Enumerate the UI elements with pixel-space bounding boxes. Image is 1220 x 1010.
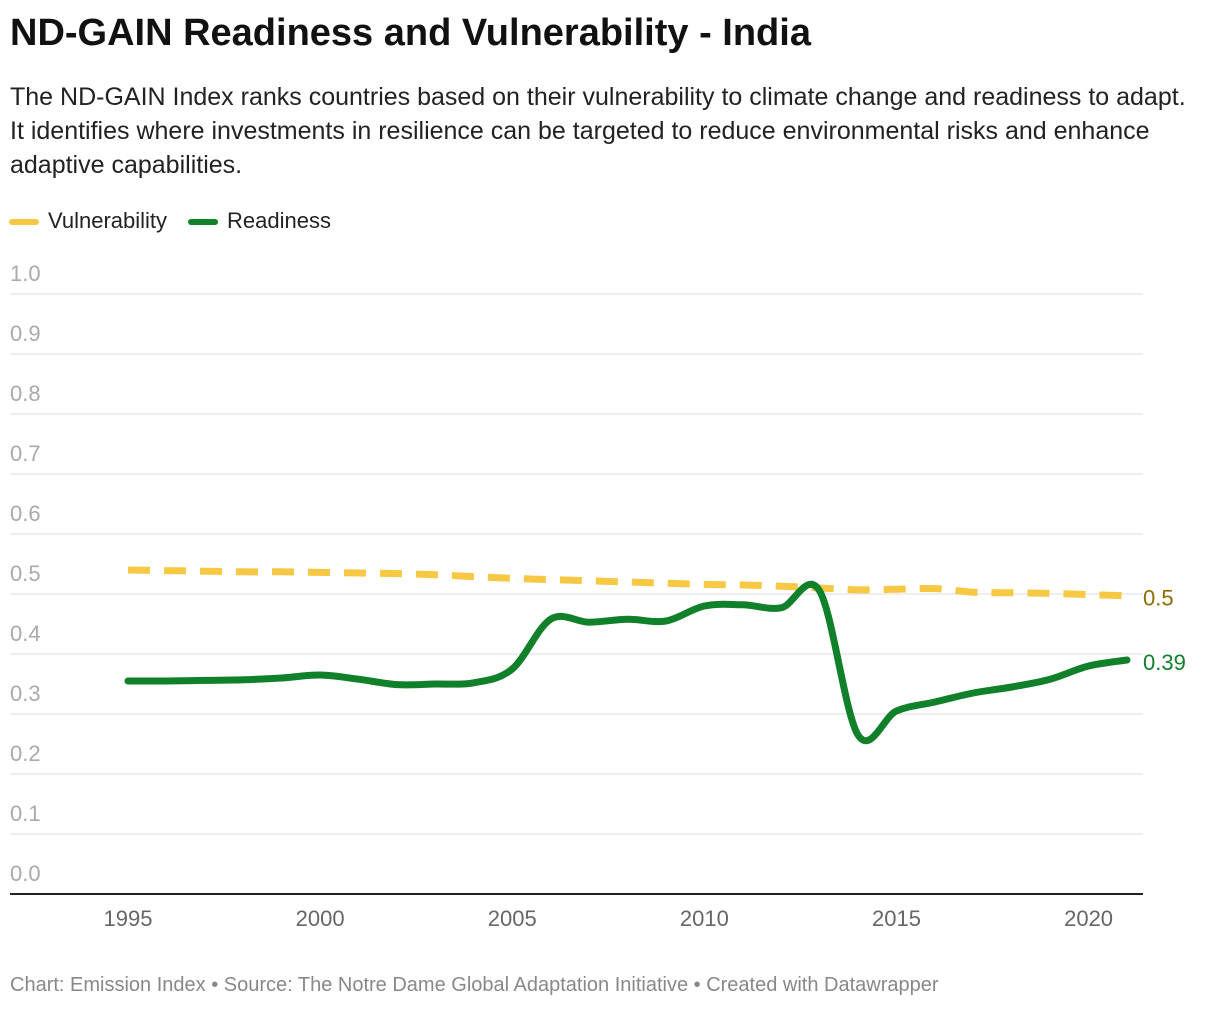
legend-label: Readiness — [227, 208, 331, 233]
y-tick-label: 0.4 — [10, 621, 41, 646]
x-tick-label: 2020 — [1064, 906, 1113, 931]
x-tick-label: 2015 — [872, 906, 921, 931]
chart-title: ND-GAIN Readiness and Vulnerability - In… — [10, 12, 811, 54]
y-tick-label: 0.0 — [10, 861, 41, 886]
series-line — [127, 566, 1128, 600]
y-tick-label: 1.0 — [10, 261, 41, 286]
x-tick-label: 2005 — [488, 906, 537, 931]
chart: 0.0 0.1 0.2 0.3 0.4 0.5 0.6 0.7 0.8 0.9 1.0 1995 200… — [9, 208, 1186, 931]
y-tick-label: 0.6 — [10, 501, 41, 526]
y-tick-label: 0.5 — [10, 561, 41, 586]
y-tick-label: 0.2 — [10, 741, 41, 766]
y-tick-label: 0.9 — [10, 321, 41, 346]
y-tick-label: 0.8 — [10, 381, 41, 406]
y-tick-label: 0.7 — [10, 441, 41, 466]
y-tick-label: 0.3 — [10, 681, 41, 706]
value-label: 0.39 — [1143, 650, 1186, 675]
chart-subtitle: The ND-GAIN Index ranks countries based … — [10, 83, 1186, 179]
legend-label: Vulnerability — [48, 208, 167, 233]
value-label: 0.5 — [1143, 586, 1174, 611]
x-tick-label: 2010 — [680, 906, 729, 931]
chart-footer: Chart: Emission Index • Source: The Notr… — [10, 974, 939, 996]
x-tick-label: 2000 — [296, 906, 345, 931]
x-tick-label: 1995 — [104, 906, 153, 931]
y-tick-label: 0.1 — [10, 801, 41, 826]
series-line — [124, 580, 1131, 745]
